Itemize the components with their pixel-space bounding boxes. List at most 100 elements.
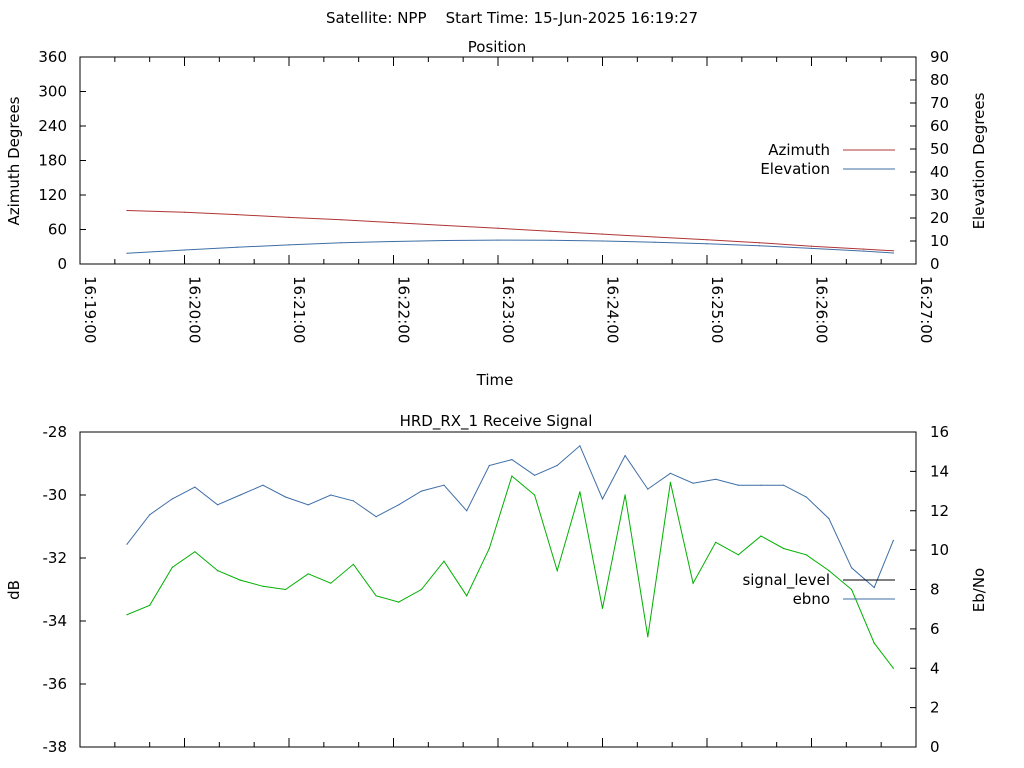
data-point [171, 566, 173, 569]
data-point [445, 224, 447, 227]
receive-signal-y2-axis-label: Eb/No [970, 568, 988, 612]
data-point [863, 248, 865, 250]
y2-tick-label: 16 [930, 423, 949, 441]
data-point [892, 250, 895, 252]
data-point [647, 636, 649, 638]
data-point [149, 514, 151, 516]
data-point [352, 563, 354, 565]
y2-tick-label: 40 [930, 163, 949, 181]
data-point [549, 230, 551, 232]
data-point [706, 239, 708, 241]
data-point [758, 242, 760, 244]
y-tick-label: -30 [43, 486, 68, 504]
data-point [654, 241, 656, 243]
data-point [892, 252, 895, 254]
y2-tick-label: 50 [930, 140, 949, 158]
data-point [692, 482, 694, 484]
data-point [511, 475, 513, 477]
data-point [236, 214, 238, 216]
data-point [488, 464, 490, 467]
y2-tick-label: 70 [930, 94, 949, 112]
data-point [445, 239, 447, 242]
data-point [534, 474, 536, 476]
y-tick-label: -32 [43, 549, 68, 567]
data-point [307, 573, 309, 575]
x-tick-label: 16:20:00 [186, 276, 204, 343]
y2-tick-label: 30 [930, 186, 949, 204]
x-tick-label: 16:25:00 [708, 276, 726, 343]
data-point [443, 484, 445, 486]
data-point [760, 484, 762, 486]
data-point [892, 539, 895, 541]
data-point [873, 586, 875, 589]
data-point [851, 588, 853, 591]
data-point [392, 240, 395, 243]
data-point [352, 500, 354, 502]
data-point [217, 570, 219, 572]
data-point [810, 245, 813, 247]
data-point [511, 459, 513, 461]
data-point [624, 455, 626, 457]
receive-signal-chart: HRD_RX_1 Receive Signal -38-36-34-32-30-… [5, 412, 988, 756]
data-point [805, 496, 807, 498]
y2-tick-label: 0 [930, 255, 940, 273]
position-y2-axis-label: Elevation Degrees [970, 92, 988, 229]
data-point [375, 595, 377, 597]
legend-label: ebno [793, 590, 830, 608]
y2-tick-label: 10 [930, 541, 949, 559]
position-y-axis-label: Azimuth Degrees [5, 96, 23, 225]
position-chart-title: Position [468, 38, 526, 56]
y-tick-label: 240 [38, 117, 67, 135]
legend-label: signal_level [742, 571, 830, 590]
data-point [805, 554, 807, 556]
x-tick-label: 16:19:00 [81, 276, 99, 343]
data-point [624, 494, 626, 496]
data-point [392, 222, 395, 224]
data-point [760, 535, 762, 537]
data-point [398, 601, 400, 603]
y-tick-label: -36 [43, 675, 68, 693]
series-line-elevation [126, 239, 894, 254]
x-tick-label: 16:22:00 [395, 276, 413, 343]
data-point [262, 484, 264, 486]
y2-tick-label: 80 [930, 71, 949, 89]
data-point [692, 582, 694, 584]
y-tick-label: -38 [43, 738, 68, 756]
position-series [126, 209, 895, 254]
data-point [239, 494, 241, 496]
data-point [556, 570, 558, 572]
data-point [828, 518, 830, 520]
data-point [126, 614, 128, 616]
data-point [873, 642, 875, 644]
data-point [549, 239, 551, 241]
series-line-ebno [126, 444, 894, 589]
data-point [398, 504, 400, 506]
data-point [737, 554, 740, 556]
data-point [126, 252, 128, 254]
receive-signal-series [126, 444, 895, 669]
y-tick-label: -34 [43, 612, 68, 630]
data-point [810, 247, 813, 249]
data-point [706, 243, 708, 245]
data-point [601, 607, 604, 610]
y2-tick-label: 90 [930, 48, 949, 66]
data-point [601, 240, 604, 242]
data-point [601, 498, 604, 500]
data-point [330, 494, 332, 496]
x-tick-label: 16:27:00 [917, 276, 935, 343]
y2-tick-label: 4 [930, 659, 940, 677]
y-tick-label: 0 [57, 255, 67, 273]
position-chart: Position 0 60 120 180 240 300 360 0 10 20 30 40 50 60… [5, 38, 988, 389]
data-point [217, 504, 219, 506]
page-title: Satellite: NPP Start Time: 15-Jun-2025 1… [326, 9, 698, 27]
data-point [737, 484, 740, 486]
x-tick-label: 16:26:00 [813, 276, 831, 343]
data-point [284, 496, 287, 498]
data-point [715, 541, 717, 543]
legend-label: Elevation [760, 160, 830, 178]
receive-signal-chart-title: HRD_RX_1 Receive Signal [400, 412, 593, 431]
y-tick-label: 360 [38, 48, 67, 66]
y2-tick-label: 2 [930, 699, 940, 717]
